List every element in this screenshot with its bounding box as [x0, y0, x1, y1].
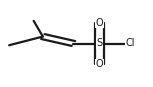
Text: S: S: [96, 39, 103, 48]
Text: Cl: Cl: [125, 39, 135, 48]
Text: O: O: [96, 18, 103, 28]
Text: O: O: [96, 59, 103, 69]
